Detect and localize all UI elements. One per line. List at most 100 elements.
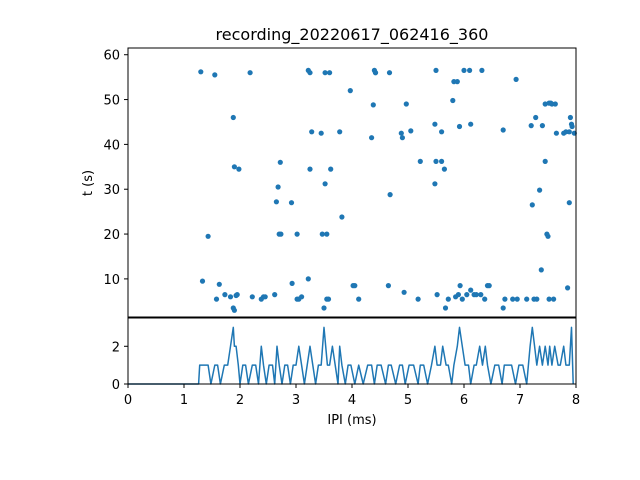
scatter-point [356, 296, 362, 302]
scatter-point [236, 166, 242, 172]
scatter-point [339, 214, 345, 220]
scatter-point [502, 296, 508, 302]
x-tick-label: 8 [572, 393, 580, 408]
scatter-point [385, 283, 391, 289]
scatter-point [307, 70, 313, 76]
scatter-point [567, 114, 574, 121]
bottom-line-series [128, 326, 574, 385]
scatter-point [533, 114, 539, 121]
scatter-point [372, 70, 379, 76]
scatter-point [539, 123, 546, 129]
top-y-axis-label: t (s) [81, 170, 96, 196]
scatter-point [456, 123, 463, 130]
top-axes-frame [127, 47, 577, 318]
scatter-point [529, 202, 535, 208]
scatter-point [327, 70, 333, 76]
y-tick-label: 20 [103, 228, 120, 243]
y-tick-label: 0 [112, 378, 120, 393]
plot-title: recording_20220617_062416_360 [216, 25, 489, 45]
y-tick-label: 10 [103, 273, 120, 288]
scatter-point [439, 129, 445, 135]
scatter-point [205, 233, 211, 239]
scatter-point [275, 184, 281, 190]
scatter-point [198, 69, 204, 75]
scatter-point [537, 187, 543, 193]
x-tick-label: 3 [292, 393, 300, 408]
scatter-point [538, 267, 544, 273]
scatter-point [222, 292, 228, 298]
scatter-point [347, 88, 353, 94]
scatter-point [231, 307, 237, 313]
scatter-point [199, 278, 206, 284]
scatter-point [294, 231, 300, 237]
scatter-point [439, 158, 445, 164]
scatter-point [549, 101, 555, 107]
scatter-point [399, 135, 405, 141]
scatter-point [387, 192, 393, 198]
top-axes: 10 20 30 40 50 60 t (s) [81, 47, 577, 318]
scatter-point [307, 166, 313, 172]
scatter-point [459, 296, 465, 302]
scatter-point [309, 129, 315, 135]
scatter-point [468, 121, 474, 127]
scatter-point [432, 121, 438, 127]
x-tick-label: 6 [460, 393, 468, 408]
scatter-point [545, 233, 551, 239]
y-tick-label: 30 [103, 183, 120, 198]
scatter-point [322, 70, 328, 76]
scatter-point [565, 285, 571, 291]
top-y-ticks: 10 20 30 40 50 60 [103, 49, 128, 288]
scatter-point [524, 296, 530, 302]
bottom-x-axis-label: IPI (ms) [327, 413, 376, 428]
scatter-point [457, 283, 463, 289]
scatter-point [325, 296, 332, 302]
scatter-point [234, 292, 240, 298]
scatter-point [513, 76, 519, 82]
scatter-point [478, 292, 484, 298]
scatter-point [551, 296, 557, 302]
scatter-point [403, 101, 409, 107]
x-tick-label: 5 [404, 393, 412, 408]
scatter-point [464, 292, 470, 298]
scatter-point [479, 67, 485, 73]
scatter-point [324, 231, 330, 237]
scatter-point [305, 276, 311, 282]
scatter-point [542, 158, 548, 164]
scatter-point [408, 128, 414, 134]
scatter-point [288, 200, 295, 206]
y-tick-label: 50 [103, 94, 120, 109]
scatter-point [212, 72, 218, 78]
scatter-point [528, 123, 534, 129]
scatter-point [553, 130, 560, 136]
bottom-x-ticks: 0 1 2 3 4 5 6 7 8 [124, 384, 580, 408]
scatter-point [566, 129, 572, 135]
scatter-point [461, 67, 467, 73]
scatter-point [289, 280, 295, 286]
scatter-point [227, 294, 234, 300]
scatter-point [432, 181, 438, 187]
scatter-point [454, 79, 460, 85]
scatter-point [486, 283, 492, 289]
scatter-point [401, 289, 407, 295]
scatter-point [369, 135, 375, 141]
scatter-point [231, 164, 237, 170]
scatter-point [434, 292, 440, 298]
scatter-point [500, 127, 506, 133]
scatter-point [299, 294, 305, 300]
top-plot-area [128, 48, 576, 317]
scatter-point [262, 294, 268, 300]
scatter-point [568, 121, 575, 127]
y-tick-label: 60 [103, 49, 120, 64]
x-tick-label: 2 [236, 393, 244, 408]
scatter-point [546, 296, 552, 302]
scatter-point [542, 101, 548, 107]
scatter-point [273, 199, 279, 205]
scatter-point [455, 292, 461, 298]
scatter-point [276, 231, 282, 237]
scatter-point [445, 296, 451, 302]
scatter-point [450, 97, 456, 104]
bottom-axes-frame [127, 317, 577, 385]
scatter-point [216, 281, 222, 287]
scatter-point [322, 181, 328, 187]
